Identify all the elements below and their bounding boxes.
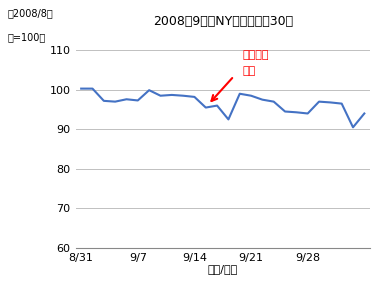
Title: 2008年9月　NYダウ工業株30種: 2008年9月 NYダウ工業株30種 — [153, 15, 293, 28]
Text: （2008/8末: （2008/8末 — [8, 9, 54, 19]
Text: 破綻: 破綻 — [242, 66, 255, 76]
Text: リーマン: リーマン — [242, 50, 268, 60]
Text: =100）: =100） — [8, 32, 46, 42]
X-axis label: （月/日）: （月/日） — [208, 264, 238, 274]
